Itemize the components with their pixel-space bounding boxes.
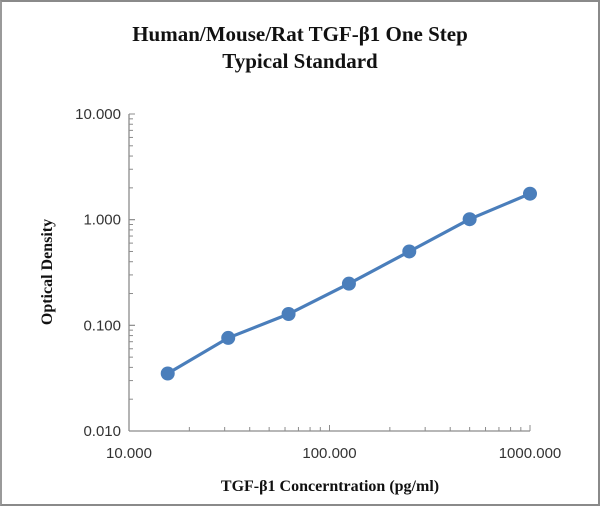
data-point: [160, 366, 175, 381]
data-point: [462, 212, 477, 227]
y-tick-label: 10.000: [75, 106, 121, 123]
data-point: [221, 330, 236, 345]
y-tick-label: 1.000: [83, 212, 121, 229]
data-point: [341, 276, 356, 291]
x-axis-title: TGF-β1 Concerntration (pg/ml): [221, 478, 439, 495]
x-tick-label: 100.000: [302, 445, 356, 462]
x-tick-label: 10.000: [106, 445, 152, 462]
data-point: [281, 307, 296, 322]
y-axis-title: Optical Density: [39, 219, 56, 325]
series: [160, 186, 537, 381]
y-tick-label: 0.100: [83, 317, 121, 334]
y-tick-label: 0.010: [83, 423, 121, 440]
chart-subtitle: Typical Standard: [222, 49, 378, 73]
axes: [128, 113, 531, 432]
data-point: [402, 244, 417, 259]
tick-labels: 0.010 0.100 1.000 10.000 10.000 100.000 1000.0…: [75, 106, 561, 462]
x-tick-label: 1000.000: [499, 445, 562, 462]
chart-title: Human/Mouse/Rat TGF-β1 One Step: [132, 22, 468, 46]
data-point: [523, 186, 537, 201]
